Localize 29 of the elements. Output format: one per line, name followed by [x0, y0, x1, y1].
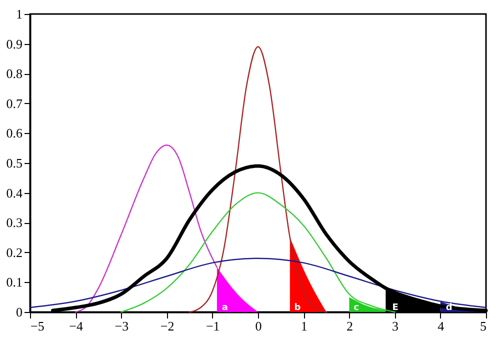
x-tick-label: 1 — [300, 318, 308, 334]
y-tick-label: 0.6 — [6, 126, 23, 141]
x-tick-label: 2 — [346, 318, 353, 334]
y-tick-label: 0.7 — [6, 96, 23, 111]
series-label: c — [354, 303, 359, 313]
y-tick-label: 0.3 — [6, 215, 22, 230]
line-series — [189, 46, 327, 313]
series-label: a — [222, 303, 228, 313]
y-tick-label: 0 — [16, 304, 22, 320]
y-tick-label: 1 — [16, 6, 22, 22]
x-tick-label: −2 — [160, 318, 174, 334]
x-tick-label: −4 — [69, 318, 84, 334]
y-tick-label: 0.5 — [6, 156, 22, 170]
series-label: b — [294, 303, 302, 313]
x-tick-label: 4 — [438, 318, 445, 334]
series-label: E — [392, 303, 398, 313]
y-tick-label: 0.2 — [6, 244, 22, 260]
y-tick-label: 0.4 — [6, 185, 23, 200]
x-tick-label: −1 — [206, 318, 220, 334]
x-tick-label: 5 — [480, 318, 486, 334]
y-tick-label: 0.9 — [6, 36, 22, 52]
line-series — [29, 258, 487, 308]
x-tick-label: −3 — [114, 318, 129, 334]
y-tick-label: 0.8 — [6, 66, 22, 82]
line-series — [75, 144, 218, 313]
y-tick-label: 0.1 — [6, 274, 22, 290]
x-tick-label: 3 — [392, 318, 399, 334]
x-tick-label: −5 — [30, 318, 44, 334]
x-tick-label: 0 — [255, 318, 262, 334]
